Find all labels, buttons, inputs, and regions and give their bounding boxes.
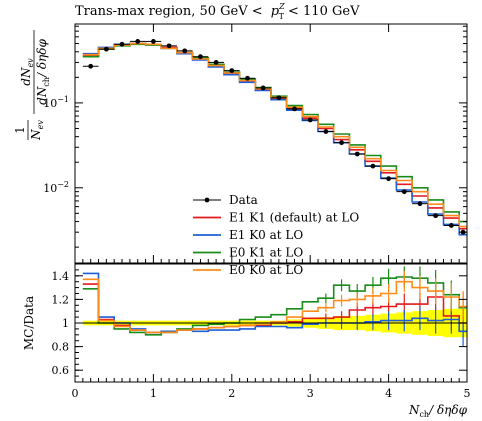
ratio-xtick-label: 4	[385, 387, 392, 400]
ratio-ytick-label: 0.8	[52, 341, 70, 354]
ratio-ytick-label: 1.4	[52, 270, 70, 283]
ylabel-num-sub: ev	[26, 58, 35, 68]
main-series-line-1	[82, 42, 467, 236]
xlabel-main: N	[408, 403, 420, 417]
data-point	[354, 151, 360, 157]
data-point	[88, 63, 94, 69]
legend-label: E0 K0 at LO	[229, 263, 303, 277]
ylabel-frac-den: N	[29, 129, 43, 141]
legend-label: E0 K1 at LO	[229, 246, 303, 260]
ratio-ytick-label: 0.6	[52, 364, 70, 377]
ylabel-frac-num: 1	[13, 126, 27, 134]
data-point	[323, 129, 329, 134]
main-series-line-3	[82, 42, 467, 228]
legend-entry-0: E1 K1 (default) at LO	[193, 211, 359, 225]
ratio-ytick-label: 1	[62, 317, 69, 330]
data-point	[213, 59, 219, 65]
ratio-xtick-label: 2	[228, 387, 235, 400]
svg-text:dNch/ δηδφ: dNch/ δηδφ	[35, 39, 51, 105]
ratio-xtick-label: 0	[72, 387, 79, 400]
title-sup: Z	[278, 2, 285, 11]
data-point	[417, 201, 423, 207]
title-sub: T	[279, 12, 285, 21]
data-point	[292, 106, 297, 112]
ratio-series-line-2	[82, 276, 467, 336]
legend-entry-2: E0 K1 at LO	[193, 246, 303, 260]
svg-text:Nev: Nev	[29, 120, 45, 141]
ylabel-den-sub: ch	[42, 77, 51, 87]
legend-label: E1 K0 at LO	[229, 228, 303, 242]
ratio-xtick-label: 1	[150, 387, 157, 400]
main-ylabel-prefactor: 1 Nev	[13, 120, 45, 141]
data-point	[229, 68, 235, 74]
legend-label-data: Data	[229, 193, 258, 207]
xlabel-sub: ch	[419, 410, 429, 419]
data-point	[307, 117, 313, 123]
ratio-axis-ticks: 0.6 0.8 1 1.2 1.4 0 1 2 3 4 5	[52, 269, 471, 400]
data-point	[386, 176, 391, 182]
ratio-series-group	[82, 266, 467, 347]
main-ytick-label: 10−2	[43, 180, 69, 195]
ratio-xtick-label: 3	[307, 387, 314, 400]
ylabel-num: dN	[19, 67, 33, 86]
main-series-group	[82, 42, 467, 236]
ylabel-den-tail: / δηδφ	[35, 39, 49, 78]
chart-title: Trans-max region, 50 GeV < pZ T < 110 GeV	[75, 2, 360, 21]
data-point	[339, 140, 344, 146]
data-point	[135, 39, 141, 44]
ratio-ytick-label: 1.2	[52, 293, 70, 306]
main-ytick-label: 10−1	[43, 95, 69, 110]
svg-text:dNev: dNev	[19, 58, 35, 86]
xlabel-tail: / δηδφ	[428, 403, 467, 417]
data-point	[151, 39, 156, 44]
main-series-line-0	[82, 42, 467, 230]
ylabel-den: dN	[35, 86, 49, 105]
main-series-line-2	[82, 43, 467, 223]
data-point	[119, 41, 125, 47]
main-axis-ticks: 10−1 10−2	[43, 24, 468, 263]
data-point	[448, 223, 454, 228]
ylabel-frac-den-sub: ev	[36, 120, 45, 130]
data-point	[166, 43, 172, 49]
legend-entry-data: Data	[193, 193, 258, 207]
legend-entry-3: E0 K0 at LO	[193, 263, 303, 277]
data-point	[245, 75, 250, 81]
legend: Data E1 K1 (default) at LO E1 K0 at LO E0 K…	[193, 193, 359, 277]
data-point	[103, 46, 109, 52]
legend-entry-1: E1 K0 at LO	[193, 228, 303, 242]
ratio-ylabel: MC/Data	[22, 296, 36, 350]
data-point	[260, 85, 266, 91]
x-axis-label: Nch/ δηδφ	[408, 403, 468, 419]
ratio-xtick-label: 5	[464, 387, 471, 400]
main-ylabel: dNev dNch/ δηδφ	[19, 30, 51, 114]
data-point	[276, 95, 282, 101]
title-text: Trans-max region, 50 GeV <	[75, 4, 263, 19]
data-point	[182, 48, 188, 54]
ratio-series-line-3	[82, 278, 467, 334]
data-points-group	[82, 39, 467, 235]
data-point	[401, 189, 407, 195]
legend-label: E1 K1 (default) at LO	[229, 211, 359, 225]
data-point	[370, 163, 376, 169]
data-point	[433, 213, 439, 219]
title-tail: < 110 GeV	[288, 4, 360, 19]
data-point	[198, 54, 203, 60]
legend-data-marker	[204, 197, 210, 203]
title-math: p	[271, 4, 280, 19]
